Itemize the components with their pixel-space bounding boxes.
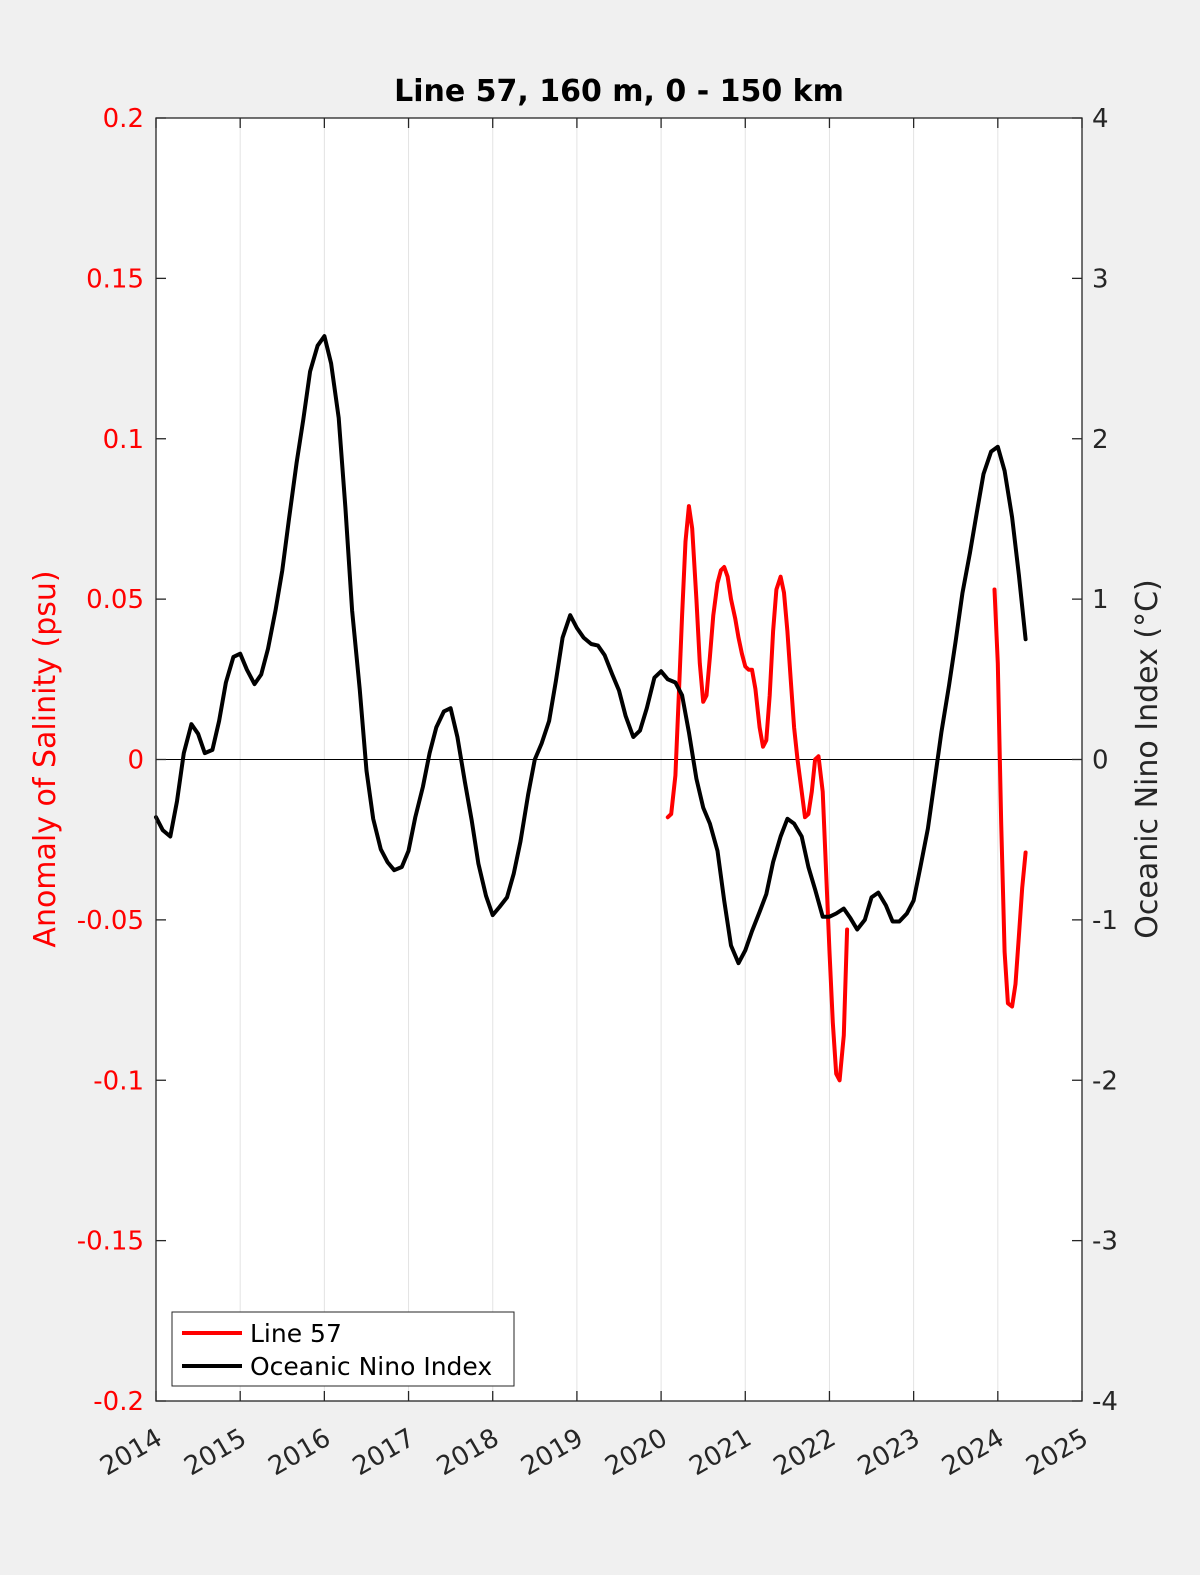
y-right-tick-label: 0	[1092, 746, 1109, 776]
y-right-tick-label: -4	[1092, 1387, 1118, 1417]
y-left-tick-label: 0.15	[86, 264, 144, 294]
x-tick-label: 2023	[853, 1423, 925, 1482]
y-left-tick-label: 0	[127, 746, 144, 776]
series-line-line57-1	[992, 587, 1028, 1009]
y-left-tick-label: -0.15	[77, 1227, 144, 1257]
x-tick-label: 2016	[264, 1423, 336, 1482]
x-tick-label: 2018	[432, 1423, 504, 1482]
y-left-tick-label: 0.2	[103, 104, 144, 134]
y-left-tick-label: -0.2	[93, 1387, 144, 1417]
x-tick-label: 2015	[179, 1423, 251, 1482]
y-axis-left-label: Anomaly of Salinity (psu)	[28, 570, 63, 947]
series-layer	[154, 334, 1028, 1083]
legend-label-oni: Oceanic Nino Index	[250, 1352, 492, 1381]
x-tick-label: 2021	[684, 1423, 756, 1482]
y-right-tick-label: 4	[1092, 104, 1109, 134]
y-right-tick-label: -3	[1092, 1227, 1118, 1257]
series-line-oni-0	[154, 334, 1028, 966]
y-axis-right-label: Oceanic Nino Index (°C)	[1130, 579, 1165, 939]
x-tick-label: 2020	[600, 1423, 672, 1482]
y-left-tick-label: 0.1	[103, 425, 144, 455]
chart-title: Line 57, 160 m, 0 - 150 km	[394, 74, 844, 109]
x-tick-label: 2025	[1021, 1423, 1093, 1482]
series-line-line57-0	[665, 504, 850, 1083]
y-left-tick-label: -0.1	[93, 1066, 144, 1096]
y-right-tick-label: 2	[1092, 425, 1109, 455]
y-right-tick-label: 3	[1092, 264, 1109, 294]
legend-label-line57: Line 57	[250, 1319, 342, 1348]
y-left-tick-label: -0.05	[77, 906, 144, 936]
x-tick-label: 2024	[937, 1423, 1009, 1482]
tick-marks	[155, 117, 1083, 1402]
legend-box	[171, 1311, 515, 1387]
legend: Line 57 Oceanic Nino Index	[171, 1311, 515, 1387]
y-right-tick-label: -1	[1092, 906, 1118, 936]
y-left-tick-label: 0.05	[86, 585, 144, 615]
x-tick-label: 2017	[348, 1423, 420, 1482]
x-tick-label: 2022	[769, 1423, 841, 1482]
x-tick-label: 2019	[516, 1423, 588, 1482]
y-right-tick-label: -2	[1092, 1066, 1118, 1096]
tick-labels: 2014 2015 2016 2017 2018 2019 2020 2021 2022 2023…	[77, 104, 1118, 1482]
x-tick-label: 2014	[95, 1423, 167, 1482]
y-right-tick-label: 1	[1092, 585, 1109, 615]
